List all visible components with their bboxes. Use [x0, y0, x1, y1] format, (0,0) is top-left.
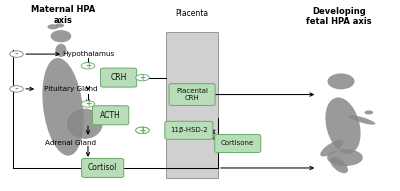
Text: Hypothalamus: Hypothalamus [62, 51, 114, 57]
Text: ACTH: ACTH [100, 111, 121, 120]
Text: +: + [139, 126, 146, 135]
Ellipse shape [327, 149, 363, 166]
Ellipse shape [56, 23, 64, 28]
Ellipse shape [325, 97, 361, 154]
Text: +: + [85, 100, 91, 108]
FancyBboxPatch shape [215, 134, 261, 153]
Ellipse shape [320, 140, 344, 156]
Text: Maternal HPA
axis: Maternal HPA axis [31, 5, 95, 25]
Circle shape [81, 63, 95, 69]
FancyBboxPatch shape [169, 84, 215, 105]
Ellipse shape [48, 24, 58, 29]
Text: Cortisone: Cortisone [221, 141, 254, 146]
Text: Placental
CRH: Placental CRH [176, 88, 208, 101]
Text: Adrenal Gland: Adrenal Gland [45, 141, 96, 146]
Ellipse shape [42, 58, 84, 156]
Ellipse shape [328, 73, 354, 89]
Circle shape [136, 74, 149, 81]
Text: -: - [15, 50, 18, 59]
Ellipse shape [330, 157, 348, 173]
Ellipse shape [349, 115, 375, 125]
Bar [166, 32, 218, 178]
Text: +: + [85, 61, 91, 70]
Text: +: + [139, 73, 146, 82]
Ellipse shape [67, 109, 103, 139]
FancyBboxPatch shape [165, 121, 213, 139]
Text: Placenta: Placenta [175, 9, 208, 18]
Circle shape [10, 86, 23, 92]
Text: Developing
fetal HPA axis: Developing fetal HPA axis [306, 7, 372, 26]
Text: 11β-HSD-2: 11β-HSD-2 [170, 127, 208, 133]
FancyBboxPatch shape [92, 106, 129, 125]
Ellipse shape [51, 30, 71, 42]
Text: -: - [15, 84, 18, 93]
Text: CRH: CRH [110, 73, 127, 82]
Circle shape [136, 127, 149, 134]
Text: Cortisol: Cortisol [88, 163, 117, 172]
Circle shape [10, 51, 23, 57]
Circle shape [81, 101, 95, 107]
FancyBboxPatch shape [100, 68, 137, 87]
FancyBboxPatch shape [82, 159, 124, 177]
Ellipse shape [56, 44, 66, 57]
Text: +: + [139, 126, 146, 135]
Circle shape [136, 127, 149, 134]
Text: Pituitary Gland: Pituitary Gland [44, 86, 98, 92]
Ellipse shape [364, 110, 373, 115]
